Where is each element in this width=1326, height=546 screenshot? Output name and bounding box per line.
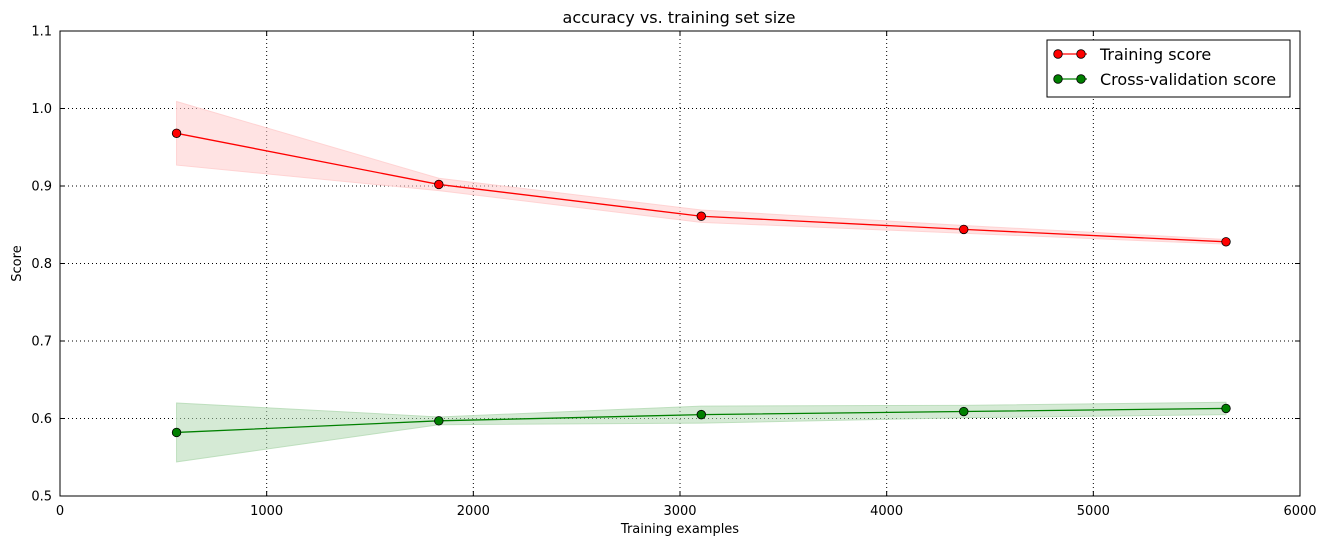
legend-swatch-marker xyxy=(1053,49,1063,59)
y-tick-label: 0.6 xyxy=(31,412,52,427)
y-axis-title: Score xyxy=(10,245,25,281)
x-tick-label: 6000 xyxy=(1283,504,1316,519)
legend-swatch-marker xyxy=(1076,74,1086,84)
x-tick-label: 4000 xyxy=(870,504,903,519)
data-point xyxy=(171,427,182,438)
y-tick-label: 0.9 xyxy=(31,180,52,195)
legend-label: Training score xyxy=(1099,45,1211,64)
data-point xyxy=(1221,403,1231,414)
legend: Training score Cross-validation score xyxy=(1046,39,1291,98)
x-tick-label: 2000 xyxy=(457,504,490,519)
y-tick-label: 0.5 xyxy=(31,490,52,505)
x-tick-label: 1000 xyxy=(250,504,283,519)
legend-swatch-marker xyxy=(1053,74,1063,84)
y-tick-label: 0.8 xyxy=(31,257,52,272)
x-tick-label: 5000 xyxy=(1077,504,1110,519)
confidence-bands xyxy=(176,100,1227,463)
data-point xyxy=(959,406,969,417)
data-point xyxy=(696,211,706,221)
y-tick-label: 1.0 xyxy=(31,102,52,117)
data-point xyxy=(171,128,182,139)
x-tick-label: 3000 xyxy=(663,504,696,519)
y-tick-label: 0.7 xyxy=(31,335,52,350)
y-tick-label: 1.1 xyxy=(31,25,52,40)
data-point xyxy=(1221,237,1231,247)
legend-label: Cross-validation score xyxy=(1100,70,1276,89)
data-point xyxy=(696,409,706,420)
data-point xyxy=(959,224,969,235)
data-point xyxy=(434,179,444,190)
legend-box xyxy=(1046,39,1291,98)
chart-title: accuracy vs. training set size xyxy=(563,8,796,27)
confidence-band-0 xyxy=(176,100,1227,245)
series-points xyxy=(171,128,1231,438)
data-point xyxy=(434,416,444,426)
x-axis-title: Training examples xyxy=(620,522,739,537)
x-tick-label: 0 xyxy=(56,504,64,519)
axis-ticks: 0 1000 2000 3000 4000 5000 6000 0.5 0.6 0.7 0.8 0.9… xyxy=(31,25,1316,520)
legend-swatch-marker xyxy=(1076,49,1086,59)
